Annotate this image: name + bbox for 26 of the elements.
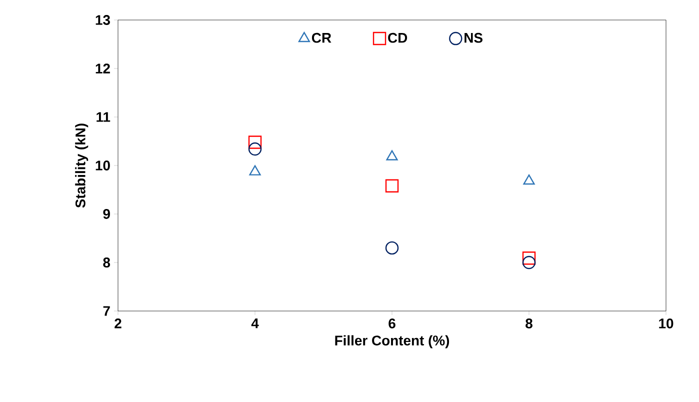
point bbox=[385, 179, 399, 192]
y-tick-label: 9 bbox=[103, 209, 110, 219]
legend-label: CD bbox=[388, 32, 408, 43]
x-tick-label: 4 bbox=[251, 318, 259, 328]
y-tick-label: 7 bbox=[103, 306, 110, 316]
x-axis-title: Filler Content (%) bbox=[335, 335, 450, 348]
x-tick-label: 6 bbox=[388, 318, 396, 328]
x-tick-label: 2 bbox=[114, 318, 122, 328]
y-tick-label: 12 bbox=[96, 64, 110, 74]
point bbox=[523, 174, 535, 185]
y-tick-label: 13 bbox=[96, 15, 110, 25]
y-axis-title: Stability (kN) bbox=[75, 124, 88, 208]
legend-label: NS bbox=[464, 32, 482, 43]
point bbox=[522, 256, 536, 270]
point bbox=[249, 165, 261, 176]
point bbox=[248, 136, 262, 149]
x-tick-label: 10 bbox=[659, 318, 674, 328]
legend-label: CR bbox=[312, 32, 332, 43]
y-tick-label: 10 bbox=[96, 160, 110, 170]
y-tick-label: 11 bbox=[96, 112, 110, 122]
point bbox=[248, 142, 262, 156]
x-tick-label: 8 bbox=[526, 318, 532, 328]
point bbox=[522, 252, 536, 265]
point bbox=[385, 241, 399, 255]
point bbox=[386, 150, 398, 160]
y-tick-label: 8 bbox=[103, 258, 110, 268]
